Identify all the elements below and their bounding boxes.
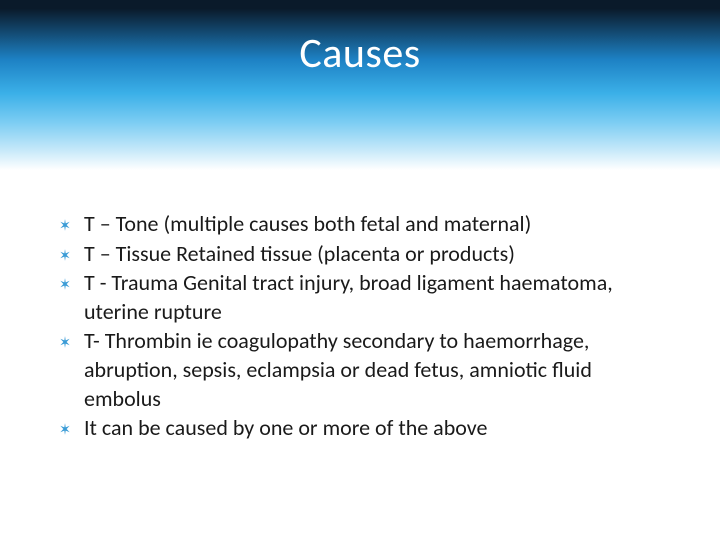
asterisk-star-icon (58, 248, 72, 262)
bullet-text: T- Thrombin ie coagulopathy secondary to… (84, 327, 592, 411)
list-item: T – Tone (multiple causes both fetal and… (56, 210, 666, 239)
bullet-text: T – Tone (multiple causes both fetal and… (84, 210, 531, 237)
content-area: T – Tone (multiple causes both fetal and… (56, 210, 666, 444)
bullet-list: T – Tone (multiple causes both fetal and… (56, 210, 666, 443)
list-item: It can be caused by one or more of the a… (56, 414, 666, 443)
list-item: T – Tissue Retained tissue (placenta or … (56, 240, 666, 269)
slide: Causes T – Tone (multiple causes both fe… (0, 0, 720, 540)
bullet-text: T – Tissue Retained tissue (placenta or … (84, 240, 515, 267)
list-item: T- Thrombin ie coagulopathy secondary to… (56, 327, 666, 413)
header-gradient-band (0, 0, 720, 170)
slide-title: Causes (0, 28, 720, 79)
asterisk-star-icon (58, 218, 72, 232)
asterisk-star-icon (58, 422, 72, 436)
list-item: T - Trauma Genital tract injury, broad l… (56, 269, 666, 326)
bullet-text: T - Trauma Genital tract injury, broad l… (84, 269, 613, 325)
bullet-text: It can be caused by one or more of the a… (84, 414, 487, 441)
asterisk-star-icon (58, 335, 72, 349)
asterisk-star-icon (58, 277, 72, 291)
